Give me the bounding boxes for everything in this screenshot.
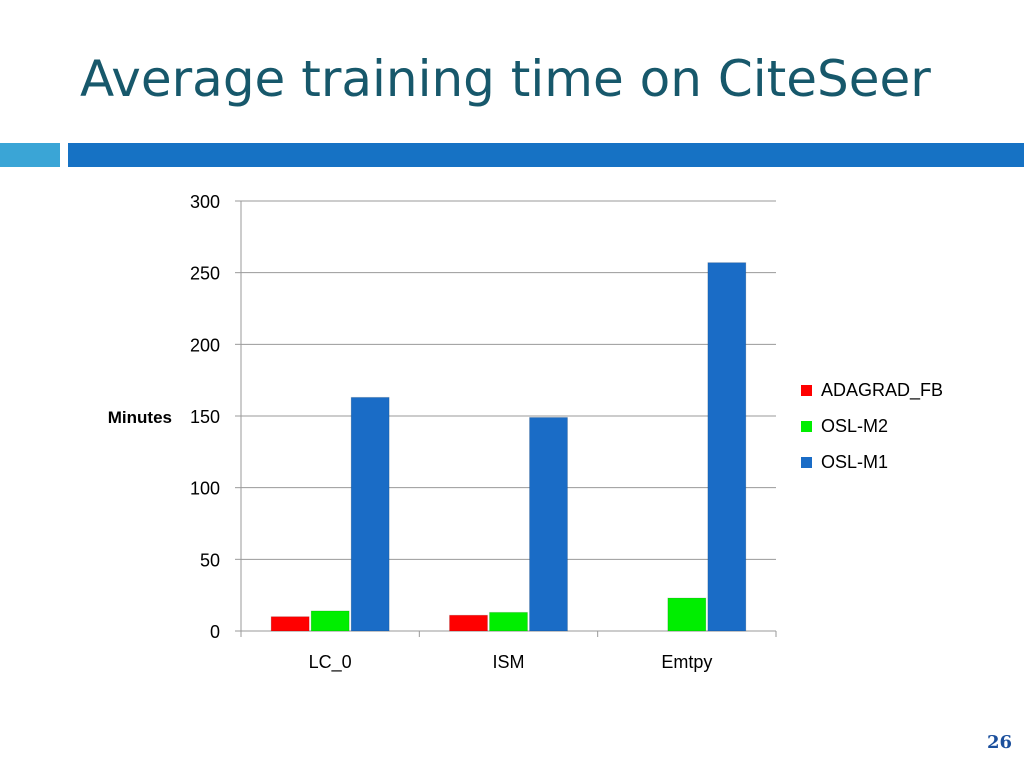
legend-label: OSL-M2 bbox=[821, 416, 888, 436]
y-tick-label: 100 bbox=[190, 479, 220, 499]
x-tick-label: ISM bbox=[492, 652, 524, 672]
bar-osl-m1-emtpy bbox=[707, 262, 747, 632]
bar-adagrad-fb-ism bbox=[449, 614, 488, 632]
bar-osl-m2-lc-0 bbox=[310, 610, 350, 632]
slide-title: Average training time on CiteSeer bbox=[80, 50, 931, 108]
header-accent-bar bbox=[0, 143, 60, 167]
y-tick-label: 0 bbox=[210, 622, 220, 642]
legend-swatch bbox=[801, 385, 812, 396]
x-tick-label: Emtpy bbox=[661, 652, 712, 672]
y-tick-label: 300 bbox=[190, 192, 220, 212]
y-tick-label: 250 bbox=[190, 264, 220, 284]
header-divider-bar bbox=[68, 143, 1024, 167]
x-tick-label: LC_0 bbox=[309, 652, 352, 673]
bar-osl-m1-ism bbox=[529, 416, 568, 632]
y-tick-label: 50 bbox=[200, 550, 220, 570]
page-number: 26 bbox=[986, 732, 1012, 753]
y-tick-label: 150 bbox=[190, 407, 220, 427]
legend-label: ADAGRAD_FB bbox=[821, 380, 943, 401]
y-axis-label: Minutes bbox=[108, 408, 172, 427]
bar-adagrad-fb-lc-0 bbox=[270, 616, 310, 632]
bar-osl-m1-lc-0 bbox=[350, 396, 390, 632]
legend-label: OSL-M1 bbox=[821, 452, 888, 472]
legend-swatch bbox=[801, 421, 812, 432]
y-tick-label: 200 bbox=[190, 335, 220, 355]
bar-osl-m2-ism bbox=[489, 611, 528, 632]
bar-osl-m2-emtpy bbox=[667, 597, 707, 632]
legend-swatch bbox=[801, 457, 812, 468]
